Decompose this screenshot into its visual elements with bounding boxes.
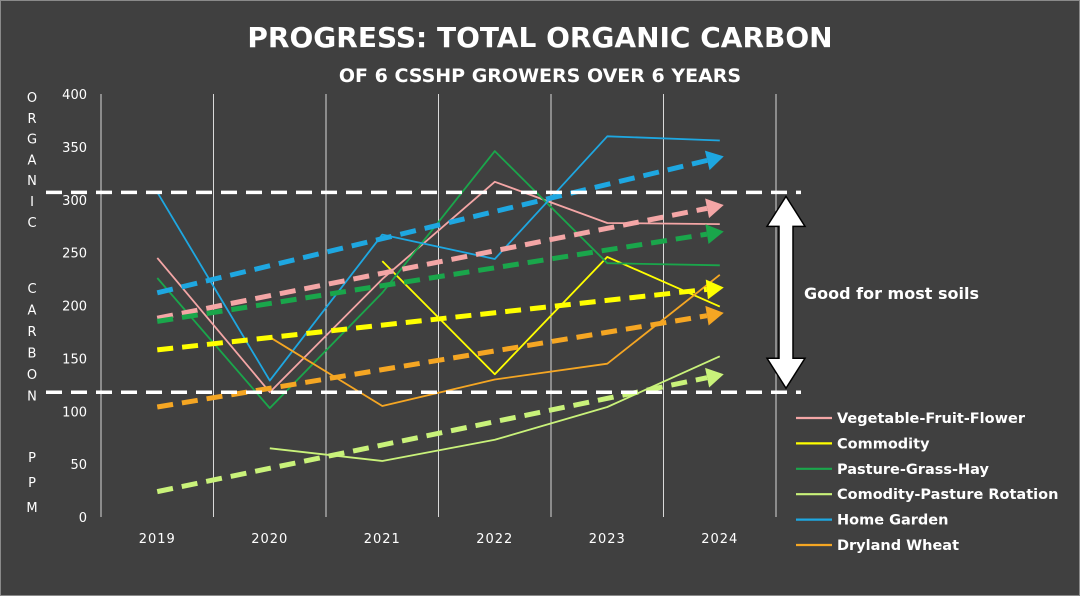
series-line-dryland-wheat [269, 274, 721, 407]
trend-arrowhead-comodity-pasture-rotation [705, 367, 724, 388]
chart-subtitle: OF 6 CSSHP GROWERS OVER 6 YEARS [339, 65, 741, 87]
trend-line-comodity-pasture-rotation [156, 375, 708, 495]
trend-line-vegetable-fruit-flower [156, 205, 708, 321]
legend-entry-label: Comodity-Pasture Rotation [837, 487, 1058, 503]
x-axis-ticks: 2019 2020 2021 2022 2023 2024 [139, 532, 738, 547]
trend-lines [156, 150, 724, 495]
series-line-home-garden [156, 135, 720, 382]
y-axis-label: O R G A N I C C A R B O N P P M [26, 91, 37, 516]
trend-arrowhead-dryland-wheat [705, 305, 724, 326]
trend-arrowhead-home-garden [704, 150, 724, 171]
trend-line-dryland-wheat [156, 313, 708, 410]
series-line-pasture-grass-hay [156, 150, 720, 410]
y-tick-label: 200 [62, 300, 87, 315]
gridlines [100, 94, 777, 517]
x-tick-label: 2020 [251, 532, 288, 547]
trend-arrowhead-vegetable-fruit-flower [705, 198, 724, 219]
y-tick-label: 100 [62, 405, 87, 420]
y-axis-ticks: 0 50 100 150 200 250 300 350 400 [62, 88, 87, 526]
y-tick-label: 250 [62, 247, 87, 262]
x-tick-label: 2023 [589, 532, 626, 547]
legend: Vegetable-Fruit-Flower Commodity Pasture-G… [796, 411, 1058, 554]
reference-lines [46, 190, 801, 394]
legend-entry-label: Dryland Wheat [837, 538, 959, 554]
x-tick-label: 2024 [701, 532, 738, 547]
y-tick-label: 400 [62, 88, 87, 103]
chart-title: PROGRESS: TOTAL ORGANIC CARBON [247, 21, 832, 54]
x-tick-label: 2019 [139, 532, 176, 547]
y-tick-label: 300 [62, 194, 87, 209]
y-tick-label: 50 [70, 458, 87, 473]
y-tick-label: 0 [79, 511, 87, 526]
trend-line-pasture-grass-hay [156, 231, 708, 324]
annotation-label: Good for most soils [804, 284, 979, 303]
legend-entry-label: Commodity [837, 436, 930, 452]
legend-entry-label: Vegetable-Fruit-Flower [837, 411, 1026, 427]
y-tick-label: 350 [62, 141, 87, 156]
x-tick-label: 2021 [364, 532, 401, 547]
trend-arrowhead-pasture-grass-hay [705, 224, 724, 245]
trend-arrowhead-commodity [705, 279, 724, 300]
series-line-comodity-pasture-rotation [269, 355, 721, 462]
legend-entry-label: Home Garden [837, 513, 948, 529]
series-lines [156, 135, 721, 462]
trend-line-home-garden [156, 157, 708, 296]
x-tick-label: 2022 [476, 532, 513, 547]
annotation: Good for most soils [765, 194, 979, 390]
trend-line-commodity [156, 286, 708, 353]
y-tick-label: 150 [62, 352, 87, 367]
range-double-arrow [765, 194, 807, 390]
legend-entry-label: Pasture-Grass-Hay [837, 462, 990, 478]
